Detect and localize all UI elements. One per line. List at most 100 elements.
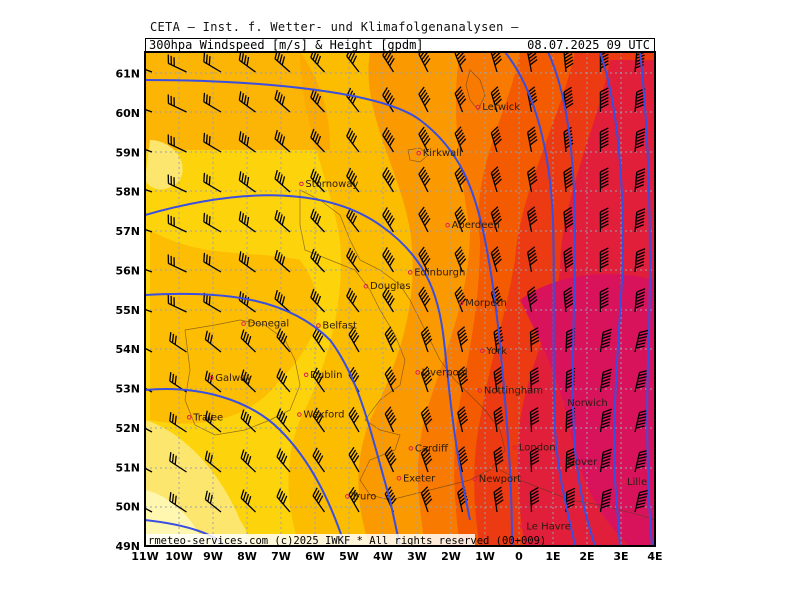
wind-barb [634,248,646,273]
wind-barb [382,87,395,113]
lon-label: 3W [407,550,427,563]
wind-barb [634,208,646,233]
wind-barb [167,294,187,313]
city-label: Exeter [403,473,436,484]
lon-label: 2E [579,550,594,563]
wind-barb [382,247,395,273]
wind-barb [348,406,360,433]
city-marker [416,150,422,156]
city-marker [303,372,309,378]
wind-barb [384,406,397,433]
wind-barb [599,127,609,153]
wind-barb [274,169,291,193]
wind-barb [454,86,467,113]
city-label: Aberdeen [452,220,500,231]
wind-barb [312,367,326,393]
wind-barb [599,448,612,473]
wind-barb [274,129,291,153]
lat-label: 53N [115,383,140,396]
wind-barb [457,486,469,513]
wind-barb [167,214,187,233]
wind-barb [563,166,574,193]
valid-time: 08.07.2025 09 UTC [527,38,650,52]
lat-label: 49N [115,540,140,553]
lat-label: 52N [115,422,140,435]
lat-label: 59N [115,146,140,159]
wind-barb [382,167,395,193]
wind-barb [493,486,504,513]
wind-barb [169,332,187,353]
wind-barb [457,406,469,433]
wind-barb [274,289,291,313]
wind-barb [382,207,395,233]
wind-barb [454,286,467,313]
wind-barb [529,407,540,433]
wind-barb [420,406,433,433]
lon-label: 3E [613,550,628,563]
wind-barb [634,288,646,313]
city-marker [512,445,518,450]
lon-label: 2W [441,550,461,563]
wind-barb [238,91,256,113]
wind-barb [490,166,502,193]
wind-barb [599,87,609,113]
wind-barb [203,132,222,153]
wind-barb [348,446,360,473]
wind-barb [420,446,433,473]
city-label: Nottingham [484,386,543,397]
lon-label: 4E [647,550,662,563]
wind-barb [346,207,360,233]
chart-title: CETA — Inst. f. Wetter- und Klimafolgena… [150,20,519,34]
wind-barb [382,287,395,313]
wind-barb [204,330,222,353]
wind-barb [240,369,256,393]
map-frame [144,51,656,547]
wind-barb [457,366,469,393]
wind-barb [565,327,576,353]
wind-barb [565,447,576,473]
wind-barb [240,409,256,433]
city-label: Le Havre [526,521,570,532]
city-marker [408,446,414,451]
wind-barb [382,52,395,73]
wind-barb [527,286,538,313]
wind-barb [346,127,360,153]
wind-barb [384,446,397,473]
wind-barb [634,409,649,433]
city-marker [186,414,192,420]
city-label: York [485,346,507,357]
city-marker [472,476,478,482]
wind-barb [276,368,291,393]
wind-barb [346,167,360,193]
city-label: Douglas [370,281,411,292]
city-label: Kirkwall [423,148,462,159]
city-label: Galway [215,373,252,384]
lon-label: 11W [131,550,158,563]
wind-barb [167,54,187,73]
city-label: Lille [627,477,647,488]
lon-label: 10W [165,550,192,563]
wind-barb [634,128,646,153]
wind-barb [634,449,649,473]
city-marker [407,270,413,275]
wind-barb [167,94,187,113]
wind-barb [529,447,540,473]
wind-barb [457,446,469,473]
wind-barb [238,211,256,233]
wind-barb [490,206,502,233]
wind-barb [169,492,187,513]
wind-barb [274,209,291,233]
wind-barb [169,372,187,393]
wind-barb [418,166,431,193]
wind-barb [169,452,187,473]
city-marker [345,494,350,499]
wind-barb [382,127,395,153]
wind-barb [167,254,187,273]
wind-barb [490,126,502,153]
wind-barb [238,251,256,273]
wind-barb [529,327,540,353]
wind-barb [599,167,609,193]
wind-barb [634,88,646,113]
wind-barb [310,52,325,73]
wind-barb [418,246,431,273]
